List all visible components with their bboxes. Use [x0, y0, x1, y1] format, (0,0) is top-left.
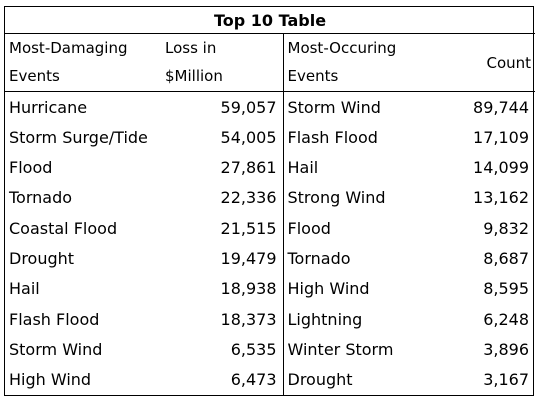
header-damaging-events: Most-Damaging Events	[5, 34, 157, 92]
occurring-event-cell: High Wind	[283, 274, 455, 304]
damaging-event-cell: Hail	[5, 274, 157, 304]
count-cell: 8,687	[455, 243, 535, 273]
count-cell: 17,109	[455, 122, 535, 152]
count-cell: 3,896	[455, 334, 535, 364]
header-occurring-events: Most-Occuring Events	[283, 34, 455, 92]
top-10-table: Top 10 Table Most-Damaging Events Loss i…	[4, 6, 534, 396]
count-cell: 89,744	[455, 91, 535, 122]
count-cell: 3,167	[455, 365, 535, 395]
table-row: Flash Flood 18,373 Lightning 6,248	[5, 304, 535, 334]
damaging-event-cell: Storm Wind	[5, 334, 157, 364]
loss-cell: 21,515	[157, 213, 283, 243]
table-row: Hail 18,938 High Wind 8,595	[5, 274, 535, 304]
top-10-table-grid: Top 10 Table Most-Damaging Events Loss i…	[5, 7, 535, 395]
table-row: Storm Wind 6,535 Winter Storm 3,896	[5, 334, 535, 364]
damaging-event-cell: Flood	[5, 152, 157, 182]
header-loss-line1: Loss in	[165, 34, 283, 62]
occurring-event-cell: Strong Wind	[283, 183, 455, 213]
count-cell: 8,595	[455, 274, 535, 304]
count-cell: 9,832	[455, 213, 535, 243]
table-row: Coastal Flood 21,515 Flood 9,832	[5, 213, 535, 243]
loss-cell: 6,535	[157, 334, 283, 364]
table-title: Top 10 Table	[5, 7, 535, 34]
occurring-event-cell: Winter Storm	[283, 334, 455, 364]
occurring-event-cell: Flood	[283, 213, 455, 243]
table-row: Flood 27,861 Hail 14,099	[5, 152, 535, 182]
count-cell: 6,248	[455, 304, 535, 334]
header-occurring-events-line1: Most-Occuring	[288, 34, 456, 62]
occurring-event-cell: Drought	[283, 365, 455, 395]
damaging-event-cell: Flash Flood	[5, 304, 157, 334]
header-occurring-events-line2: Events	[288, 62, 456, 90]
damaging-event-cell: Coastal Flood	[5, 213, 157, 243]
table-body: Hurricane 59,057 Storm Wind 89,744 Storm Sur…	[5, 91, 535, 395]
table-row: Drought 19,479 Tornado 8,687	[5, 243, 535, 273]
occurring-event-cell: Lightning	[283, 304, 455, 334]
table-row: Tornado 22,336 Strong Wind 13,162	[5, 183, 535, 213]
header-count: Count	[455, 34, 535, 92]
damaging-event-cell: Storm Surge/Tide	[5, 122, 157, 152]
occurring-event-cell: Hail	[283, 152, 455, 182]
damaging-event-cell: Hurricane	[5, 91, 157, 122]
header-damaging-events-line2: Events	[9, 62, 157, 90]
table-header-row: Most-Damaging Events Loss in $Million Mo…	[5, 34, 535, 92]
loss-cell: 6,473	[157, 365, 283, 395]
count-cell: 14,099	[455, 152, 535, 182]
header-loss-line2: $Million	[165, 62, 283, 90]
damaging-event-cell: Tornado	[5, 183, 157, 213]
occurring-event-cell: Flash Flood	[283, 122, 455, 152]
loss-cell: 19,479	[157, 243, 283, 273]
loss-cell: 18,938	[157, 274, 283, 304]
damaging-event-cell: Drought	[5, 243, 157, 273]
damaging-event-cell: High Wind	[5, 365, 157, 395]
table-row: Hurricane 59,057 Storm Wind 89,744	[5, 91, 535, 122]
occurring-event-cell: Storm Wind	[283, 91, 455, 122]
header-loss: Loss in $Million	[157, 34, 283, 92]
table-row: High Wind 6,473 Drought 3,167	[5, 365, 535, 395]
loss-cell: 59,057	[157, 91, 283, 122]
count-cell: 13,162	[455, 183, 535, 213]
loss-cell: 22,336	[157, 183, 283, 213]
table-row: Storm Surge/Tide 54,005 Flash Flood 17,109	[5, 122, 535, 152]
loss-cell: 54,005	[157, 122, 283, 152]
loss-cell: 27,861	[157, 152, 283, 182]
loss-cell: 18,373	[157, 304, 283, 334]
header-damaging-events-line1: Most-Damaging	[9, 34, 157, 62]
occurring-event-cell: Tornado	[283, 243, 455, 273]
